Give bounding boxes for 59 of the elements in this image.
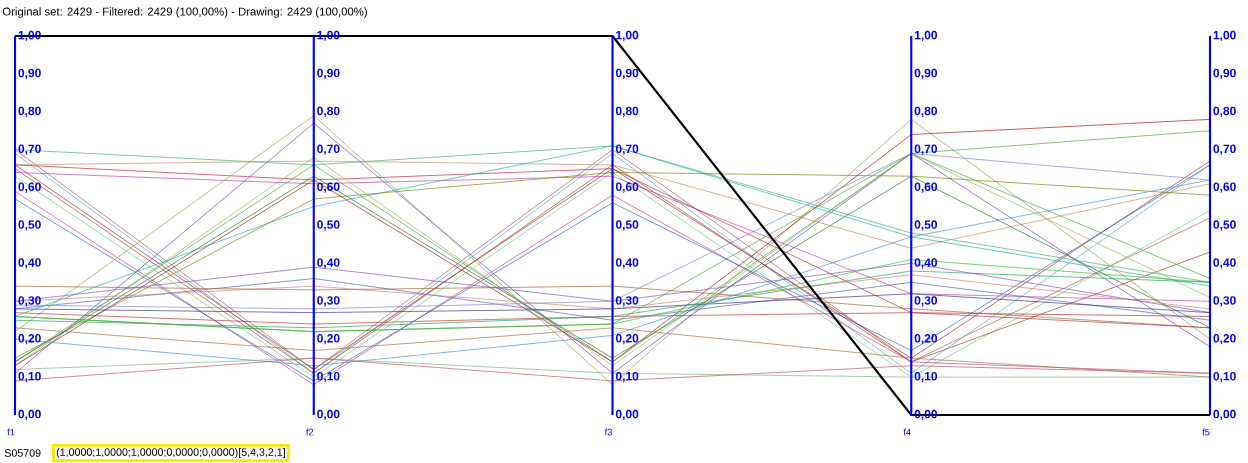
x-tick-label: f5: [1202, 428, 1210, 436]
text: 0,70: [18, 144, 41, 155]
text: 0,10: [914, 371, 938, 383]
text: 0,40: [1213, 258, 1236, 269]
y-tick-label: 0,40: [317, 258, 340, 269]
y-tick-label: 0,30: [317, 296, 340, 307]
text: 0,30: [615, 296, 639, 307]
y-tick-label: 0,50: [317, 220, 340, 231]
chart-title: Original set: 2429 - Filtered: 2429 (100,00%) - Drawing: 2429 (100,00%): [2, 7, 367, 18]
text: 0,60: [914, 182, 938, 193]
y-tick-label: 0,20: [317, 334, 340, 345]
text: 0,00: [1213, 409, 1236, 421]
text: 0,50: [1213, 220, 1236, 231]
text: S05709: [4, 449, 41, 457]
text: 1,00: [616, 30, 639, 42]
text: 0,50: [615, 220, 639, 231]
text: 0,10: [18, 371, 41, 383]
text: 1,00: [1213, 30, 1236, 42]
text: 0,80: [18, 106, 41, 117]
text: 0,50: [18, 220, 41, 231]
text: 0,80: [615, 106, 639, 117]
text: 0,10: [615, 371, 639, 383]
text: 0,80: [1213, 106, 1236, 117]
text: 1,00: [914, 30, 938, 42]
text: 0,20: [1213, 334, 1236, 345]
text: 0,40: [615, 258, 639, 269]
text: 0,30: [1213, 296, 1236, 307]
y-tick-label: 0,00: [317, 409, 340, 421]
y-tick-label: 0,10: [317, 371, 340, 383]
text: 0,00: [18, 409, 41, 421]
text: 0,10: [1213, 371, 1236, 383]
y-tick-label: 0,60: [317, 182, 340, 193]
text: 0,40: [18, 258, 41, 269]
text: 0,00: [615, 409, 639, 421]
x-tick-label: f4: [903, 428, 911, 436]
text: 0,70: [914, 144, 938, 155]
x-tick-label: f1: [7, 428, 15, 436]
text: 0,20: [18, 334, 41, 345]
text: 0,60: [615, 182, 639, 193]
text: (1,0000;1,0000;1,0000;0,0000;0,0000)[5,4,3,2,1]: [56, 448, 285, 458]
y-tick-label: 0,70: [317, 144, 340, 155]
x-tick-label: f3: [604, 428, 612, 436]
text: 0,40: [914, 258, 938, 269]
text: 0,20: [914, 334, 938, 345]
text: 0,60: [1213, 182, 1236, 193]
text: 0,50: [914, 220, 938, 231]
text: 0,60: [18, 182, 41, 193]
text: 0,90: [914, 68, 938, 80]
text: 0,90: [615, 68, 639, 80]
text: 0,30: [914, 296, 938, 307]
text: 0,70: [1213, 144, 1236, 155]
text: 0,80: [914, 106, 938, 117]
y-tick-label: 0,80: [317, 106, 340, 117]
text: 0,90: [1213, 68, 1236, 80]
text: 0,30: [18, 296, 41, 307]
y-tick-label: 0,90: [317, 68, 340, 80]
x-tick-label: f2: [306, 428, 314, 436]
text: 0,20: [615, 334, 639, 345]
text: 0,90: [18, 68, 41, 80]
